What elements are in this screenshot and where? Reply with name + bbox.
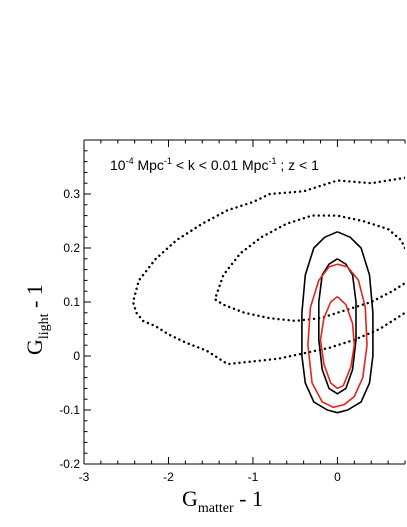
x-axis-label: Gmatter - 1 bbox=[182, 486, 263, 516]
y-tick-label: 0.3 bbox=[63, 187, 80, 201]
k-range-annotation: 10-4 Mpc-1 < k < 0.01 Mpc-1 ; z < 1 bbox=[110, 156, 319, 173]
x-tick-label: -2 bbox=[163, 470, 174, 484]
black-dotted-contour-1 bbox=[213, 214, 405, 323]
y-tick-label: 0.2 bbox=[63, 241, 80, 255]
y-tick-label: -0.2 bbox=[59, 457, 80, 471]
red-solid-contour-5 bbox=[319, 295, 356, 390]
y-axis-label: Glight - 1 bbox=[22, 284, 52, 355]
y-tick-label: -0.1 bbox=[59, 403, 80, 417]
black-solid-contour-3 bbox=[318, 258, 357, 395]
black-solid-contour-2 bbox=[301, 231, 374, 414]
y-tick-label: 0.1 bbox=[63, 295, 80, 309]
black-dotted-contour-0 bbox=[131, 176, 405, 366]
axis-tick-labels: -3 -2 -1 0 -0.2 -0.1 0 0.1 0.2 0.3 bbox=[59, 187, 341, 484]
red-solid-contour-4 bbox=[307, 263, 368, 409]
plot-area bbox=[83, 139, 405, 465]
x-tick-label: -3 bbox=[79, 470, 90, 484]
x-tick-label: 0 bbox=[334, 470, 341, 484]
y-tick-label: 0 bbox=[73, 349, 80, 363]
axis-ticks bbox=[83, 139, 406, 465]
x-tick-label: -1 bbox=[248, 470, 259, 484]
